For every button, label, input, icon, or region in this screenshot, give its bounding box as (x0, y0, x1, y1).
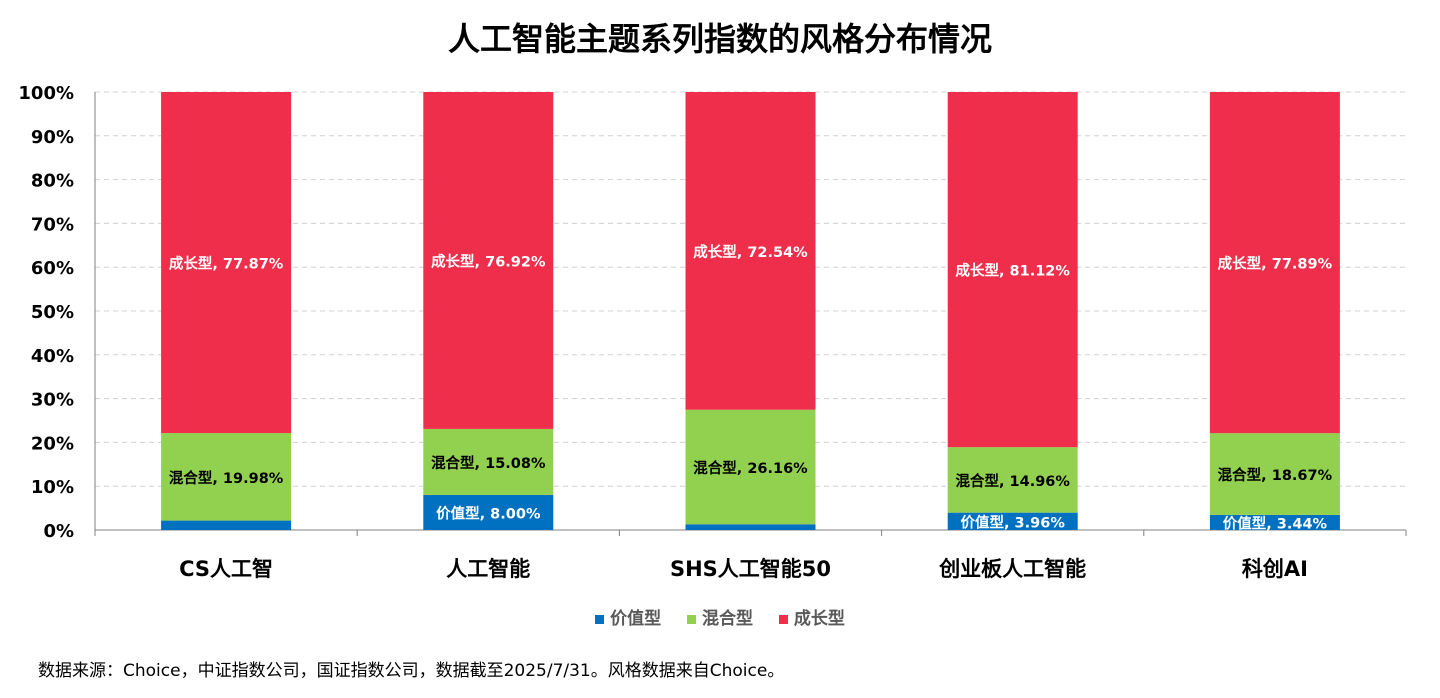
legend-swatch-mixed (687, 614, 696, 624)
legend-swatch-growth (778, 614, 788, 624)
y-tick-label: 50% (31, 302, 74, 323)
x-category-label: CS人工智 (179, 557, 273, 581)
legend-item-value: 价值型 (595, 604, 661, 629)
bar-segment (947, 512, 1078, 530)
data-label: 价值型, 3.44% (1223, 514, 1328, 532)
x-category-label: SHS人工智能50 (670, 557, 831, 581)
bar-segment (685, 92, 816, 410)
bar-segment (423, 92, 554, 429)
y-tick-label: 20% (31, 433, 74, 454)
data-label: 价值型, 8.00% (436, 504, 541, 522)
data-label: 混合型, 15.08% (431, 454, 546, 472)
x-category-label: 人工智能 (446, 557, 530, 581)
bar-segment (161, 433, 292, 521)
bar-segment (1209, 433, 1340, 515)
y-tick-label: 40% (31, 346, 74, 367)
data-label: 成长型, 81.12% (955, 262, 1070, 280)
data-label: 成长型, 76.92% (431, 252, 546, 270)
y-tick-label: 0% (43, 521, 74, 542)
bar-segment (161, 92, 292, 434)
data-label: 混合型, 19.98% (169, 469, 284, 487)
y-tick-label: 90% (31, 127, 74, 148)
legend-item-growth: 成长型 (778, 604, 845, 629)
data-label: 成长型, 77.89% (1218, 255, 1333, 273)
legend-item-mixed: 混合型 (687, 604, 753, 629)
legend-label-growth: 成长型 (793, 609, 845, 629)
x-category-label: 科创AI (1242, 557, 1308, 581)
bar-segment (423, 494, 554, 530)
x-category-label: 创业板人工智能 (938, 557, 1086, 581)
y-tick-label: 60% (31, 258, 74, 279)
legend: 价值型 混合型 成长型 (0, 604, 1440, 629)
y-tick-label: 100% (18, 83, 74, 104)
bar-segment (423, 428, 554, 495)
bar-segment (947, 92, 1078, 448)
data-label: 价值型, 3.96% (961, 513, 1066, 531)
chart-title: 人工智能主题系列指数的风格分布情况 (447, 20, 992, 58)
y-tick-label: 30% (31, 390, 74, 411)
legend-label-value: 价值型 (610, 609, 662, 629)
source-footnote: 数据来源：Choice，中证指数公司，国证指数公司，数据截至2025/7/31。… (38, 661, 785, 681)
data-label: 混合型, 26.16% (693, 459, 808, 477)
y-tick-label: 70% (31, 214, 74, 235)
bar-segment (685, 409, 816, 525)
data-label: 混合型, 14.96% (955, 472, 1070, 490)
y-tick-label: 10% (31, 477, 74, 498)
legend-swatch-value (595, 614, 605, 624)
bar-segment (1209, 514, 1340, 530)
bar-segment (685, 524, 816, 530)
bar-segment (1209, 92, 1340, 434)
data-label: 混合型, 18.67% (1218, 466, 1333, 484)
y-tick-label: 80% (31, 171, 74, 192)
data-label: 成长型, 72.54% (693, 243, 808, 261)
bar-segment (947, 447, 1078, 513)
stacked-bar-chart: 0% 10% 20% 30% 40% 50% 60% 70% 80% 90% 100% 混合型, 19… (18, 83, 1407, 581)
legend-label-mixed: 混合型 (702, 609, 753, 629)
bar-segment (161, 520, 292, 530)
data-label: 成长型, 77.87% (169, 255, 284, 273)
